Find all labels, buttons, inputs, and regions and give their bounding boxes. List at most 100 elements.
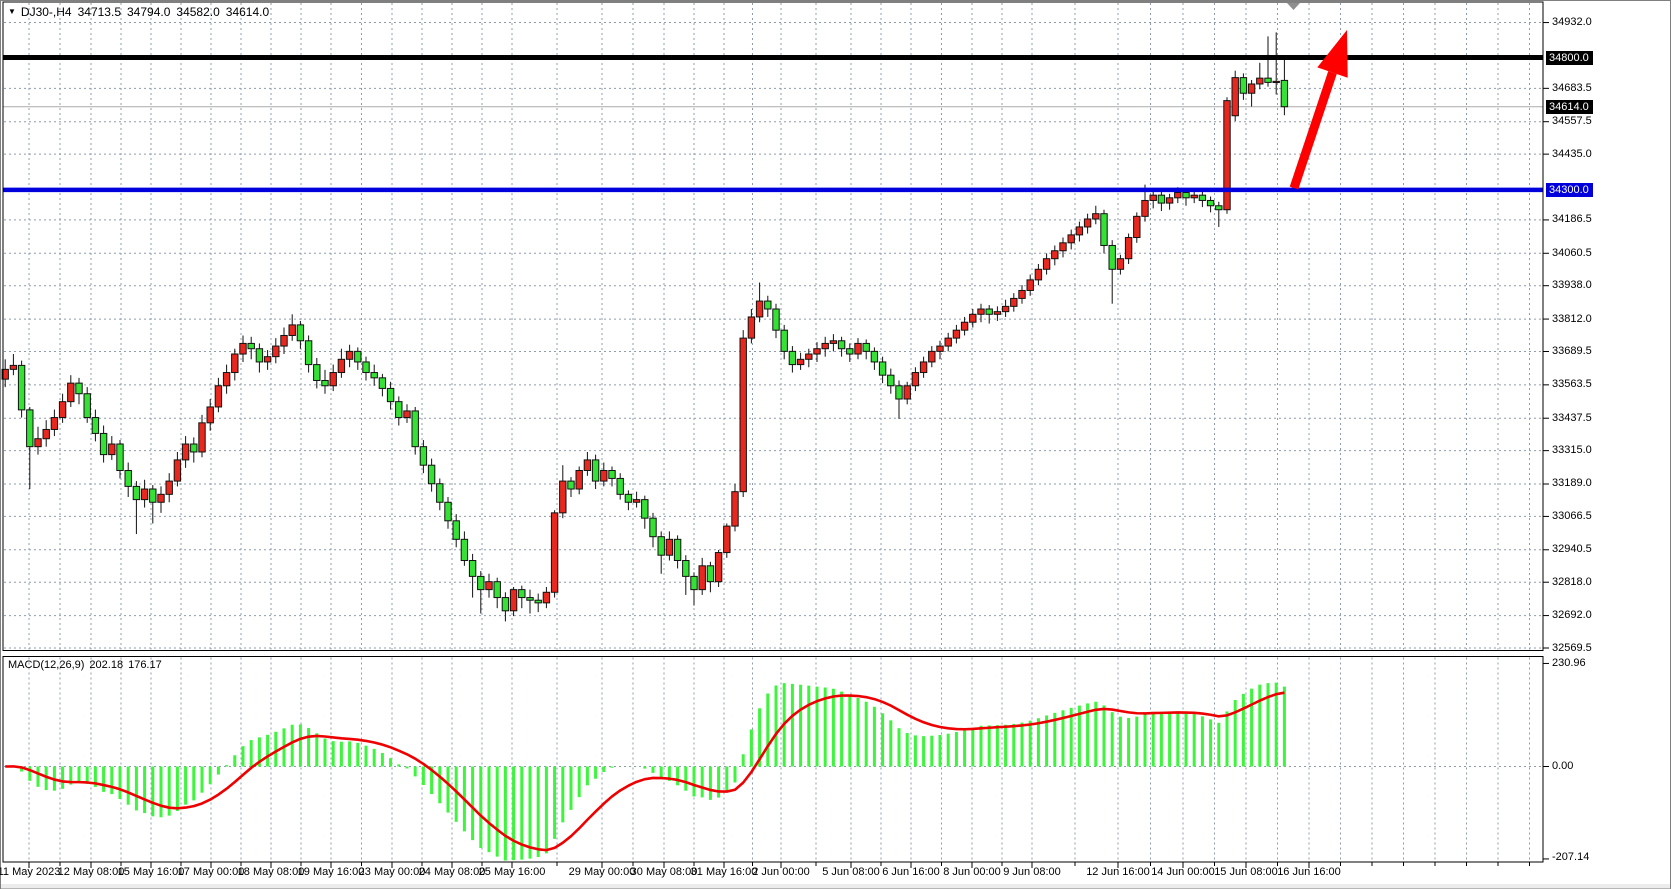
bear-candle xyxy=(354,350,362,363)
bull-candle xyxy=(600,469,608,482)
bull-candle xyxy=(173,459,182,482)
price-tick-label: 33315.0 xyxy=(1552,444,1592,457)
bull-candle xyxy=(214,385,223,408)
bull-candle xyxy=(1051,250,1059,260)
time-axis-label: 23 May 00:00 xyxy=(358,866,426,878)
bear-candle xyxy=(26,409,34,448)
time-axis-label: 12 Jun 16:00 xyxy=(1086,866,1150,878)
price-tick-label: 33938.0 xyxy=(1552,279,1592,292)
bear-candle xyxy=(1239,77,1248,94)
bull-candle xyxy=(329,372,337,387)
bull-candle xyxy=(1165,197,1174,204)
bear-candle xyxy=(862,342,870,352)
bear-candle xyxy=(1182,192,1190,199)
bull-candle xyxy=(1174,192,1182,199)
price-tick-label: 33812.0 xyxy=(1552,312,1592,325)
bull-candle xyxy=(231,353,239,374)
bear-candle xyxy=(1215,205,1223,211)
bear-candle xyxy=(591,459,600,482)
time-axis-label: 19 May 16:00 xyxy=(297,866,365,878)
bull-candle xyxy=(239,342,247,355)
symbol-dropdown-icon[interactable]: ▼ xyxy=(8,7,16,16)
bull-candle xyxy=(1223,100,1231,211)
axis-ticks xyxy=(28,22,1549,868)
bear-candle xyxy=(124,469,132,487)
bull-candle xyxy=(1059,242,1067,252)
bull-candle xyxy=(952,329,961,339)
bear-candle xyxy=(362,361,370,374)
bear-candle xyxy=(1206,199,1215,207)
bull-candle xyxy=(755,300,764,318)
bear-candle xyxy=(444,501,452,522)
price-tick-label: 34435.0 xyxy=(1552,147,1592,160)
bear-candle xyxy=(878,361,887,376)
bear-candle xyxy=(657,536,665,556)
bear-candle xyxy=(17,364,26,411)
bear-candle xyxy=(296,324,305,342)
price-level-badge: 34614.0 xyxy=(1546,99,1593,114)
price-tick-label: 33189.0 xyxy=(1552,477,1592,490)
price-level-badge: 34800.0 xyxy=(1546,50,1593,65)
bull-candle xyxy=(1010,297,1018,307)
time-axis-label: 17 May 00:00 xyxy=(177,866,245,878)
bull-candle xyxy=(1247,83,1256,94)
quote-low: 34582.0 xyxy=(176,5,220,19)
time-axis-label: 6 Jun 16:00 xyxy=(882,866,940,878)
price-panel-border xyxy=(2,1,1544,651)
bull-candle xyxy=(1018,289,1026,299)
bull-candle xyxy=(854,342,862,355)
bear-candle xyxy=(411,410,419,448)
bear-candle xyxy=(313,364,321,381)
bull-candle xyxy=(960,321,969,331)
macd-panel-border xyxy=(2,656,1544,863)
bear-candle xyxy=(304,340,313,366)
time-axis-label: 16 Jun 16:00 xyxy=(1277,866,1341,878)
bull-candle xyxy=(936,345,944,352)
bear-candle xyxy=(149,488,157,503)
bear-candle xyxy=(837,340,846,350)
time-axis-label: 8 Jun 00:00 xyxy=(943,866,1001,878)
chart-shift-marker-icon[interactable] xyxy=(1287,3,1300,10)
bear-candle xyxy=(641,499,649,519)
bear-candle xyxy=(370,372,378,379)
bear-candle xyxy=(1280,79,1289,108)
bull-candle xyxy=(1133,215,1141,239)
trend-arrow[interactable] xyxy=(1289,30,1348,190)
macd-name: MACD(12,26,9) xyxy=(8,659,85,671)
bull-candle xyxy=(280,334,288,347)
bear-candle xyxy=(526,597,534,601)
bull-candle xyxy=(911,372,920,387)
bull-candle xyxy=(263,356,272,363)
time-axis-label: 9 Jun 08:00 xyxy=(1003,866,1061,878)
bear-candle xyxy=(690,575,698,591)
bear-candle xyxy=(91,417,100,434)
grid-lines xyxy=(4,3,1542,861)
bull-candle xyxy=(58,401,67,419)
quote-close: 34614.0 xyxy=(225,5,270,19)
bull-candle xyxy=(944,337,952,347)
bull-candle xyxy=(559,480,567,514)
bull-candle xyxy=(550,512,559,593)
bull-candle xyxy=(1272,80,1280,84)
bear-candle xyxy=(247,342,255,350)
bear-candle xyxy=(895,385,903,400)
symbol-period-label: DJ30-,H4 xyxy=(20,5,72,19)
time-axis-label: 15 May 16:00 xyxy=(117,866,185,878)
bull-candle xyxy=(829,340,838,344)
bear-candle xyxy=(190,443,198,453)
bull-candle xyxy=(714,552,723,583)
bull-candle xyxy=(796,358,805,366)
bear-candle xyxy=(75,382,83,395)
price-tick-label: 33689.5 xyxy=(1552,344,1592,357)
macd-tick-label: -207.14 xyxy=(1552,850,1590,863)
bull-candle xyxy=(337,358,346,374)
bear-candle xyxy=(518,589,526,599)
bull-candle xyxy=(731,491,739,527)
time-axis-label: 29 May 00:00 xyxy=(568,866,636,878)
price-tick-label: 34060.5 xyxy=(1552,246,1592,259)
time-axis-label: 5 Jun 08:00 xyxy=(822,866,880,878)
time-axis-label: 12 May 08:00 xyxy=(57,866,125,878)
bull-candle xyxy=(67,382,75,403)
bear-candle xyxy=(673,538,682,562)
